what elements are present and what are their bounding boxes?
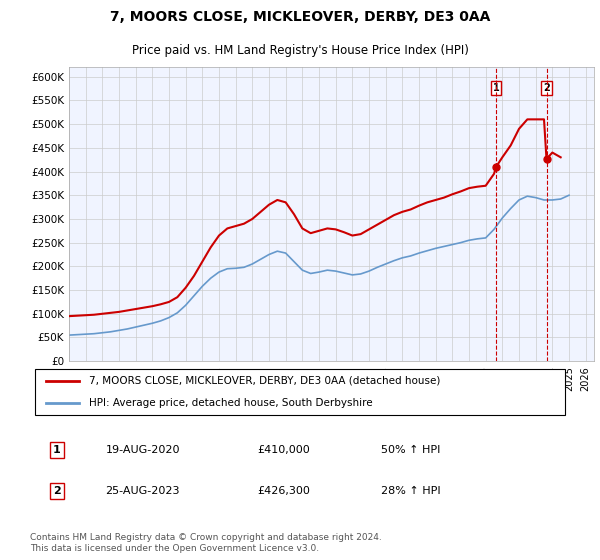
FancyBboxPatch shape: [35, 370, 565, 414]
Text: 1: 1: [53, 445, 61, 455]
Text: 7, MOORS CLOSE, MICKLEOVER, DERBY, DE3 0AA: 7, MOORS CLOSE, MICKLEOVER, DERBY, DE3 0…: [110, 10, 490, 24]
Text: 2: 2: [53, 486, 61, 496]
Text: £410,000: £410,000: [257, 445, 310, 455]
Text: £426,300: £426,300: [257, 486, 310, 496]
Text: 25-AUG-2023: 25-AUG-2023: [106, 486, 180, 496]
Text: HPI: Average price, detached house, South Derbyshire: HPI: Average price, detached house, Sout…: [89, 398, 373, 408]
Text: 19-AUG-2020: 19-AUG-2020: [106, 445, 180, 455]
Text: 50% ↑ HPI: 50% ↑ HPI: [381, 445, 440, 455]
Text: 2: 2: [543, 83, 550, 93]
Text: Contains HM Land Registry data © Crown copyright and database right 2024.
This d: Contains HM Land Registry data © Crown c…: [30, 533, 382, 553]
Text: 1: 1: [493, 83, 500, 93]
Text: 28% ↑ HPI: 28% ↑ HPI: [381, 486, 440, 496]
Text: 7, MOORS CLOSE, MICKLEOVER, DERBY, DE3 0AA (detached house): 7, MOORS CLOSE, MICKLEOVER, DERBY, DE3 0…: [89, 376, 441, 386]
Text: Price paid vs. HM Land Registry's House Price Index (HPI): Price paid vs. HM Land Registry's House …: [131, 44, 469, 57]
